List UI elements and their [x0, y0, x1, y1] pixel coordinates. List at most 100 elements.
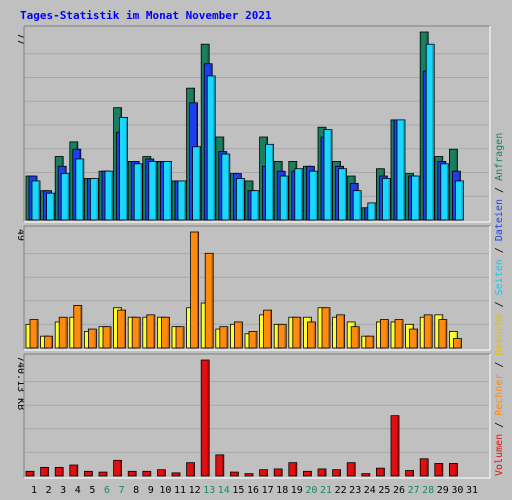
bar-volumen-day-1	[25, 470, 35, 477]
top-panel-max-label: 77	[15, 33, 26, 45]
side-legend-part-10: Anfragen	[494, 133, 505, 181]
x-tick-label-day-4: 4	[75, 485, 81, 496]
bar-seiten-day-23	[352, 190, 362, 221]
bar-rechner-day-16	[248, 331, 258, 349]
x-tick-label-day-26: 26	[393, 485, 405, 496]
bar-seiten-day-15	[235, 178, 245, 221]
x-tick-label-day-11: 11	[174, 485, 186, 496]
bar-rechner-day-10	[160, 316, 170, 349]
x-tick-label-day-21: 21	[320, 485, 332, 496]
x-tick-label-day-18: 18	[276, 485, 288, 496]
bar-rechner-day-12	[190, 231, 200, 349]
bar-volumen-day-25	[375, 467, 385, 477]
x-tick-label-day-24: 24	[364, 485, 376, 496]
x-tick-label-day-2: 2	[46, 485, 52, 496]
bar-rechner-day-24	[365, 335, 375, 349]
bar-volumen-day-10	[156, 469, 166, 477]
bar-rechner-day-3	[58, 316, 68, 349]
bar-seiten-day-6	[104, 170, 114, 221]
x-tick-label-day-19: 19	[291, 485, 303, 496]
x-tick-label-day-25: 25	[378, 485, 390, 496]
bar-rechner-day-9	[146, 314, 156, 349]
x-tick-label-day-8: 8	[133, 485, 139, 496]
side-legend-part-3: /	[494, 356, 505, 374]
middle-panel-max-label: 49	[15, 229, 26, 241]
side-legend-part-9: /	[494, 181, 505, 199]
x-tick-label-day-1: 1	[31, 485, 37, 496]
bar-seiten-day-8	[133, 163, 143, 221]
bar-rechner-day-28	[423, 314, 433, 349]
x-tick-label-day-29: 29	[437, 485, 449, 496]
x-tick-label-day-7: 7	[119, 485, 125, 496]
x-tick-label-day-6: 6	[104, 485, 110, 496]
bar-seiten-day-7	[119, 117, 128, 221]
bar-rechner-day-8	[131, 316, 141, 349]
bottom-panel-max-label: 740.13 KB	[15, 356, 26, 410]
bar-seiten-day-29	[440, 163, 450, 221]
x-tick-label-day-22: 22	[335, 485, 347, 496]
bar-rechner-day-2	[44, 335, 53, 349]
bar-rechner-day-19	[292, 316, 302, 349]
side-legend-part-2: Rechner	[494, 374, 505, 416]
x-tick-label-day-20: 20	[305, 485, 317, 496]
bar-volumen-day-8	[127, 470, 137, 477]
x-tick-label-day-14: 14	[218, 485, 230, 496]
bar-rechner-day-14	[219, 326, 229, 349]
bar-seiten-day-24	[367, 202, 377, 221]
bar-seiten-day-18	[279, 175, 289, 221]
bar-volumen-day-19	[288, 462, 298, 477]
x-tick-label-day-10: 10	[159, 485, 171, 496]
x-tick-label-day-16: 16	[247, 485, 259, 496]
bar-volumen-day-2	[40, 466, 49, 477]
bottom-panel	[23, 353, 491, 479]
bar-rechner-day-22	[336, 314, 346, 349]
side-legend-part-4: Besuche	[494, 313, 505, 355]
side-legend-part-8: Dateien	[494, 199, 505, 241]
bar-seiten-day-13	[206, 75, 216, 221]
x-axis-day-labels: 1 2 3 4 5 6 7 8 9 10 11 12 13 14 15 16 17 18 19 20 21 22 23 24 2…	[31, 485, 478, 496]
bar-rechner-day-29	[438, 319, 448, 349]
bar-seiten-day-16	[250, 190, 260, 221]
bar-seiten-day-22	[338, 168, 348, 221]
bar-seiten-day-27	[411, 175, 421, 221]
top-panel	[23, 25, 491, 223]
bar-seiten-day-28	[425, 43, 435, 221]
bar-volumen-day-30	[448, 463, 458, 477]
x-tick-label-day-30: 30	[451, 485, 463, 496]
bar-volumen-day-17	[259, 469, 269, 477]
bar-volumen-day-7	[113, 459, 122, 477]
bar-seiten-day-12	[192, 146, 202, 221]
bar-volumen-day-3	[54, 466, 64, 477]
bar-volumen-day-18	[273, 468, 283, 477]
bar-seiten-day-21	[323, 129, 333, 221]
bar-seiten-day-26	[396, 119, 406, 221]
bar-rechner-day-21	[321, 307, 331, 349]
bar-seiten-day-11	[177, 180, 187, 221]
bar-seiten-day-14	[221, 153, 231, 221]
bar-seiten-day-19	[294, 168, 304, 221]
bar-rechner-day-1	[29, 319, 39, 349]
bar-seiten-day-9	[148, 161, 158, 221]
bar-rechner-day-20	[306, 321, 316, 349]
bar-seiten-day-1	[31, 180, 41, 221]
side-legend: Volumen / Rechner / Besuche / Seiten / D…	[494, 133, 505, 476]
chart-title: Tages-Statistik im Monat November 2021	[20, 9, 272, 22]
bar-volumen-day-14	[215, 454, 225, 477]
bar-volumen-day-20	[302, 470, 312, 477]
bar-seiten-day-2	[46, 192, 55, 221]
bar-seiten-day-5	[90, 178, 99, 221]
side-legend-part-7: /	[494, 241, 505, 259]
bar-volumen-day-11	[171, 472, 181, 477]
bar-rechner-day-23	[350, 326, 360, 349]
bar-rechner-day-18	[277, 323, 287, 349]
side-legend-part-1: /	[494, 416, 505, 434]
x-tick-label-day-27: 27	[408, 485, 420, 496]
bar-rechner-day-26	[394, 319, 404, 349]
bar-volumen-day-5	[84, 470, 93, 477]
bar-volumen-day-28	[419, 458, 429, 477]
x-tick-label-day-23: 23	[349, 485, 361, 496]
middle-panel	[23, 225, 491, 351]
bar-volumen-day-24	[361, 473, 371, 477]
bar-rechner-day-15	[233, 321, 243, 349]
